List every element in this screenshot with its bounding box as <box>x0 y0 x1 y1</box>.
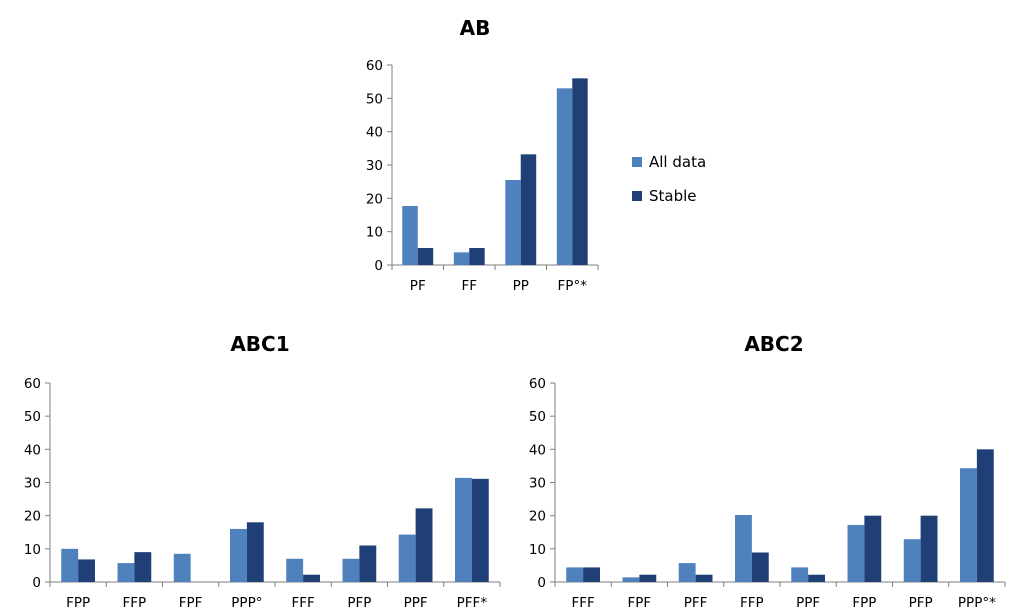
bar-stable <box>471 478 489 582</box>
chart-ab-svg: 0 10 20 30 40 50 60 PF FF PP FP°* <box>366 58 599 294</box>
bar-all-data <box>735 515 752 582</box>
bar-all-data <box>455 477 472 582</box>
legend: All data Stable <box>632 153 706 221</box>
bar-stable <box>417 248 434 265</box>
y-tick-label: 10 <box>24 542 41 558</box>
chart-abc2-svg: 0 10 20 30 40 50 60 FFF FPF PFF FFP PPF FPP PFP PPP°* <box>529 376 1006 611</box>
y-tick-label: 60 <box>529 376 546 392</box>
y-tick-label: 20 <box>24 509 41 525</box>
y-tick-label: 0 <box>374 258 383 274</box>
chart-abc2: ABC2 0 10 20 30 40 50 60 FFF FPF PFF FFP PPF FPP PFP P… <box>515 320 1013 614</box>
y-tick-label: 10 <box>366 225 383 241</box>
bar-stable <box>520 154 537 265</box>
x-tick-label: FPF <box>179 595 203 611</box>
bar-all-data <box>903 539 921 582</box>
bar-all-data <box>566 567 584 582</box>
bar-stable <box>303 574 320 582</box>
chart-ab: AB 0 10 20 30 40 50 60 PF FF PP FP°* <box>340 10 610 310</box>
y-tick-label: 60 <box>366 58 383 74</box>
x-tick-label: PFP <box>909 595 933 611</box>
y-tick-label: 50 <box>529 409 546 425</box>
legend-item-stable: Stable <box>632 187 706 205</box>
x-tick-label: PPP° <box>231 595 262 611</box>
y-tick-label: 50 <box>366 91 383 107</box>
bar-stable <box>78 559 95 582</box>
x-tick-label: PFP <box>347 595 371 611</box>
y-tick-label: 50 <box>24 409 41 425</box>
legend-swatch-all-data <box>632 157 642 167</box>
bar-all-data <box>342 558 360 582</box>
legend-label-stable: Stable <box>649 187 697 205</box>
bar-all-data <box>556 88 573 265</box>
bar-stable <box>415 508 433 582</box>
bar-all-data <box>286 558 304 582</box>
legend-label-all-data: All data <box>649 153 707 171</box>
bar-all-data <box>398 534 416 582</box>
legend-item-all-data: All data <box>632 153 706 171</box>
bar-stable <box>920 515 938 582</box>
bar-all-data <box>117 563 135 582</box>
x-tick-label: FFP <box>740 595 764 611</box>
bar-all-data <box>678 563 696 582</box>
bar-stable <box>134 552 152 582</box>
x-tick-label: FFF <box>571 595 594 611</box>
bar-stable <box>808 574 825 582</box>
x-tick-label: FPP <box>852 595 876 611</box>
bar-all-data <box>173 553 191 582</box>
legend-swatch-stable <box>632 191 642 201</box>
x-tick-label: FF <box>461 278 477 294</box>
bar-all-data <box>453 252 470 265</box>
y-tick-label: 10 <box>529 542 546 558</box>
bar-all-data <box>61 548 79 582</box>
bar-all-data <box>402 206 418 265</box>
chart-abc1: ABC1 0 10 20 30 40 50 60 FPP FFP FPF PPP° FFF PFP PPF… <box>0 320 501 614</box>
chart-title: AB <box>459 16 491 40</box>
bar-stable <box>751 552 769 582</box>
y-tick-label: 0 <box>32 575 41 591</box>
chart-title: ABC1 <box>230 332 290 356</box>
x-tick-label: PPF <box>796 595 820 611</box>
x-tick-label: FP°* <box>558 278 588 294</box>
bar-stable <box>976 449 994 582</box>
chart-abc1-svg: 0 10 20 30 40 50 60 FPP FFP FPF PPP° FFF PFP PPF PFF* <box>24 376 501 611</box>
y-tick-label: 20 <box>366 191 383 207</box>
x-tick-label: PPF <box>404 595 428 611</box>
bar-all-data <box>505 180 521 265</box>
bar-all-data <box>622 577 640 582</box>
y-tick-label: 40 <box>529 442 546 458</box>
x-tick-label: FFP <box>123 595 147 611</box>
bar-stable <box>572 78 588 265</box>
y-tick-label: 40 <box>24 442 41 458</box>
x-tick-label: PFF <box>684 595 708 611</box>
x-tick-label: FPF <box>628 595 652 611</box>
x-tick-label: PP <box>513 278 529 294</box>
bar-stable <box>246 522 264 582</box>
x-tick-label: PFF* <box>457 595 488 611</box>
y-tick-label: 60 <box>24 376 41 392</box>
bar-stable <box>864 515 882 582</box>
bar-all-data <box>960 468 977 582</box>
x-tick-label: FFF <box>291 595 314 611</box>
chart-title: ABC2 <box>744 332 804 356</box>
bar-all-data <box>791 567 809 582</box>
x-tick-label: PPP°* <box>958 595 996 611</box>
bar-all-data <box>847 524 865 582</box>
y-tick-label: 30 <box>24 476 41 492</box>
bar-stable <box>469 248 485 265</box>
bar-stable <box>695 574 713 582</box>
y-tick-label: 30 <box>366 158 383 174</box>
y-tick-label: 30 <box>529 476 546 492</box>
x-tick-label: FPP <box>66 595 90 611</box>
bar-stable <box>359 545 377 582</box>
bar-stable <box>583 567 600 582</box>
bar-stable <box>639 574 657 582</box>
y-tick-label: 40 <box>366 125 383 141</box>
y-tick-label: 0 <box>537 575 546 591</box>
bar-all-data <box>230 528 247 582</box>
x-tick-label: PF <box>410 278 426 294</box>
y-tick-label: 20 <box>529 509 546 525</box>
